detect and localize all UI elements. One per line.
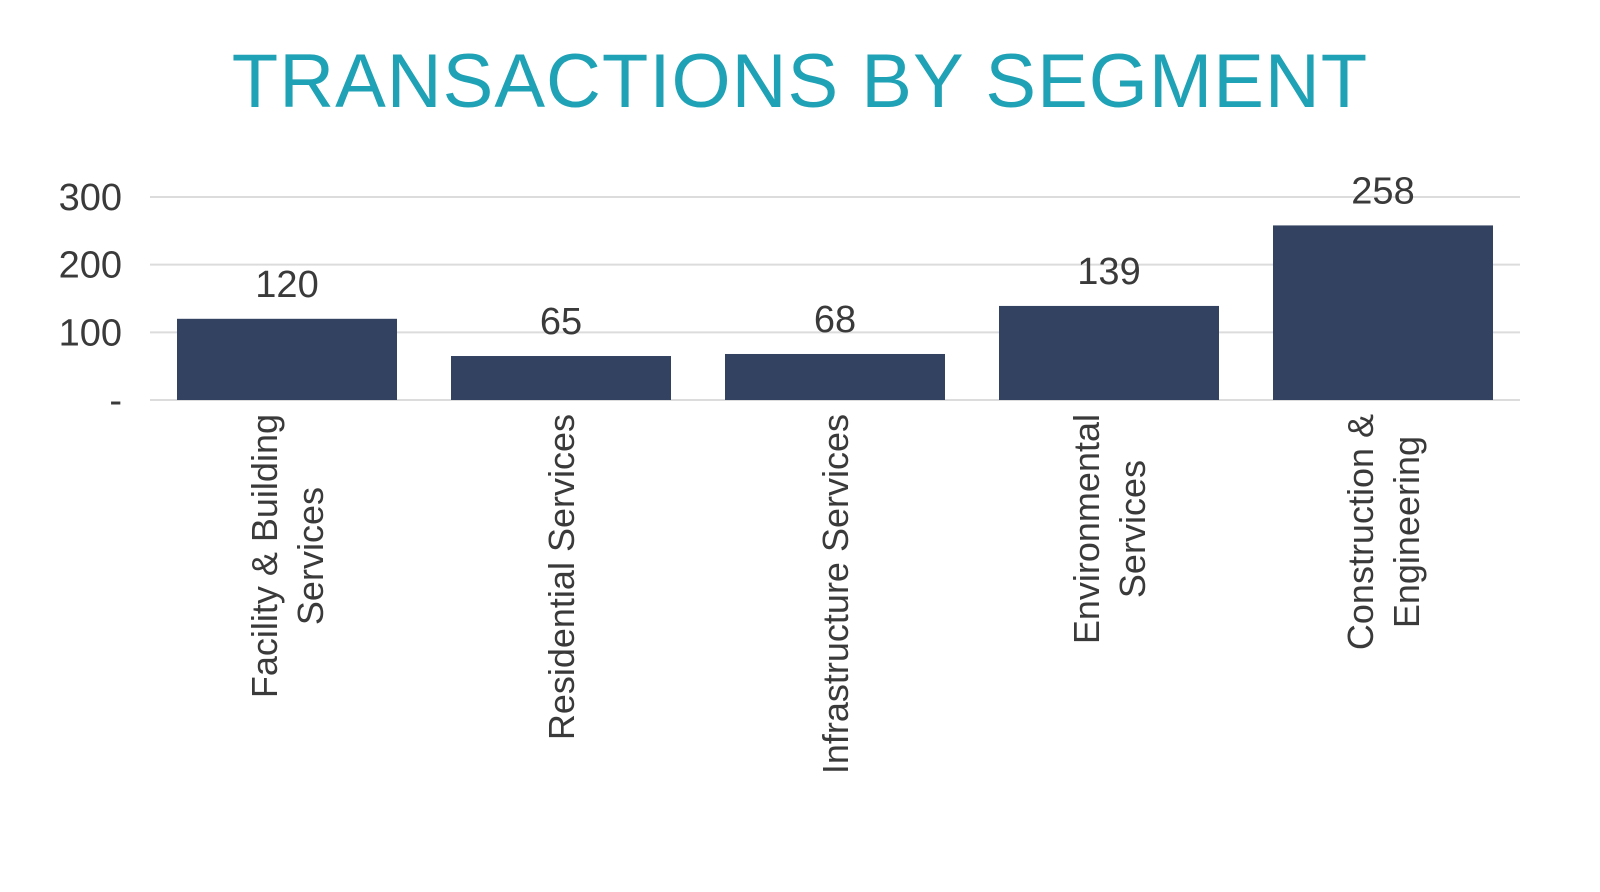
data-label: 65 [540, 301, 582, 343]
category-label-line: Construction & [1340, 414, 1381, 650]
data-label: 120 [255, 264, 318, 306]
category-label-line: Services [290, 487, 331, 625]
category-label-line: Environmental [1066, 414, 1107, 644]
category-label: Facility & Building Services [244, 414, 331, 698]
y-tick-label: 300 [59, 177, 122, 219]
data-label: 258 [1351, 170, 1414, 212]
y-tick-label: 100 [59, 312, 122, 354]
y-tick-label: 200 [59, 245, 122, 287]
bar [725, 353, 945, 400]
category-label: Environmental Services [1066, 414, 1153, 644]
category-label-line: Infrastructure Services [815, 414, 856, 774]
category-label: Residential Services [541, 414, 582, 740]
category-label-line: Engineering [1386, 436, 1427, 628]
bar [1273, 225, 1493, 400]
y-tick-label: - [109, 380, 122, 422]
data-labels: 120 65 68 139 258 [255, 170, 1414, 343]
y-axis-tick-labels: - 100 200 300 [59, 177, 122, 422]
data-label: 68 [814, 299, 856, 341]
category-label-line: Facility & Building [244, 414, 285, 698]
chart-title: TRANSACTIONS BY SEGMENT [231, 39, 1369, 124]
category-labels: Facility & Building Services Residential S… [244, 414, 1427, 774]
bars [177, 225, 1493, 400]
category-label-line: Services [1112, 460, 1153, 598]
category-label: Construction & Engineering [1340, 414, 1427, 650]
bar [451, 356, 671, 400]
data-label: 139 [1077, 251, 1140, 293]
bar [177, 318, 397, 400]
category-label-line: Residential Services [541, 414, 582, 740]
bar [999, 305, 1219, 400]
category-label: Infrastructure Services [815, 414, 856, 774]
